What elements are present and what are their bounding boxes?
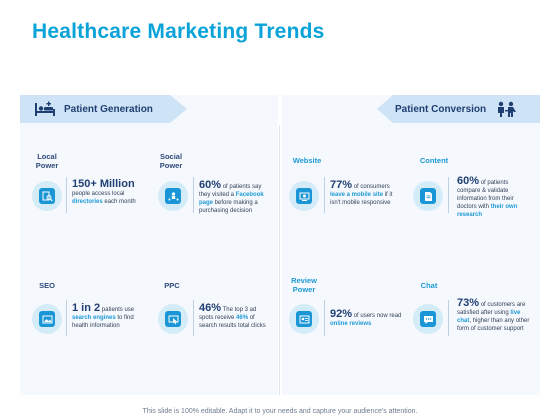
local-power-stat: 150+ Million people access local directo… — [72, 177, 152, 207]
stat-value: 46% — [199, 302, 222, 314]
content-icon-circle — [413, 181, 443, 211]
stat-text: The top 3 ad spots receive — [199, 307, 257, 322]
local-power-icon-circle — [32, 181, 62, 211]
website-stat: 77% of consumers leave a mobile site if … — [330, 178, 400, 208]
chat-label: Chat — [412, 281, 446, 290]
divider — [279, 125, 280, 395]
patient-conversion-label: Patient Conversion — [395, 103, 487, 115]
label-line: Chat — [420, 281, 438, 290]
label-line: Website — [292, 156, 322, 165]
divider — [324, 177, 325, 213]
review-power-label: Review Power — [284, 276, 324, 294]
social-power-stat: 60% of patients say they visited a Faceb… — [199, 178, 273, 216]
review-power-stat: 92% of users now read online reviews — [330, 307, 404, 329]
stat-text: of customers are satisfied after using — [457, 302, 526, 317]
stat-value: 1 in 2 — [72, 302, 101, 314]
website-icon — [296, 188, 312, 204]
local-power-label: Local Power — [30, 152, 64, 170]
label-line: Local — [37, 152, 57, 161]
stat-text: before making a purchasing decision — [199, 200, 258, 214]
document-icon — [420, 188, 436, 204]
label-line: SEO — [39, 281, 55, 290]
label-line: Content — [419, 156, 449, 165]
patient-conversion-banner: Patient Conversion — [377, 95, 540, 123]
stat-highlight: online reviews — [330, 321, 372, 328]
divider — [66, 177, 67, 213]
chat-icon-circle — [413, 304, 443, 334]
social-network-icon — [165, 188, 181, 204]
seo-image-icon — [39, 311, 55, 327]
stat-text: to find health information — [72, 315, 134, 330]
review-power-icon-circle — [289, 304, 319, 334]
label-line: Power — [159, 161, 183, 170]
stat-text: people access local — [72, 191, 125, 198]
stat-text: if it isn't mobile responsive — [330, 192, 393, 207]
divider — [324, 300, 325, 336]
seo-label: SEO — [30, 281, 64, 290]
stat-highlight: live chat — [457, 310, 521, 325]
stat-value: 60% — [199, 179, 222, 191]
patient-generation-banner: Patient Generation — [20, 95, 187, 123]
directory-search-icon — [39, 188, 55, 204]
divider — [193, 300, 194, 336]
stat-text: , higher than any other form of customer… — [457, 318, 530, 332]
stat-highlight: directories — [72, 199, 103, 206]
content-label: Content — [412, 156, 456, 165]
website-label: Website — [286, 156, 328, 165]
doctor-patient-icon — [498, 101, 517, 117]
ppc-icon-circle — [158, 304, 188, 334]
stat-highlight: their own research — [457, 203, 518, 218]
pay-per-click-icon — [165, 311, 181, 327]
content-stat: 60% of patients compare & validate infor… — [457, 174, 533, 219]
divider — [448, 300, 449, 336]
stat-text: of users now read — [352, 313, 402, 319]
label-line: Review — [291, 276, 317, 285]
stat-value: 60% — [457, 175, 480, 187]
footer-note: This slide is 100% editable. Adapt it to… — [142, 408, 418, 415]
stat-highlight: search engines — [72, 315, 116, 322]
chat-stat: 73% of customers are satisfied after usi… — [457, 296, 535, 334]
stat-text: each month — [102, 199, 136, 206]
stat-value: 73% — [457, 297, 480, 309]
stat-text: of patients compare & validate informati… — [457, 180, 514, 210]
stat-value: 77% — [330, 179, 353, 191]
review-icon — [296, 311, 312, 327]
stat-highlight: Facebook page — [199, 192, 264, 207]
stat-text: of consumers — [352, 184, 390, 190]
divider — [448, 177, 449, 213]
chat-bubble-icon — [420, 311, 436, 327]
ppc-label: PPC — [155, 281, 189, 290]
website-icon-circle — [289, 181, 319, 211]
stat-highlight: leave a mobile site — [330, 192, 384, 199]
seo-icon-circle — [32, 304, 62, 334]
divider — [66, 300, 67, 336]
label-line: Power — [292, 285, 316, 294]
patient-conversion-panel — [282, 95, 540, 395]
stat-value: 92% — [330, 308, 353, 320]
label-line: Social — [159, 152, 183, 161]
stat-text: of patients say they visited a — [199, 184, 262, 199]
patient-generation-panel — [20, 95, 278, 395]
social-power-label: Social Power — [154, 152, 188, 170]
hospital-bed-icon — [35, 101, 55, 116]
ppc-stat: 46% The top 3 ad spots receive 46% of se… — [199, 301, 271, 331]
stat-text: patients use — [100, 307, 135, 313]
page-title: Healthcare Marketing Trends — [32, 20, 325, 43]
patient-generation-label: Patient Generation — [64, 103, 153, 115]
label-line: PPC — [164, 281, 180, 290]
divider — [193, 177, 194, 213]
social-power-icon-circle — [158, 181, 188, 211]
stat-value: 150+ Million — [72, 178, 135, 190]
stat-text: of search results total clicks — [199, 315, 266, 330]
label-line: Power — [35, 161, 59, 170]
stat-highlight: 46% — [236, 315, 249, 322]
seo-stat: 1 in 2 patients use search engines to fi… — [72, 301, 138, 331]
